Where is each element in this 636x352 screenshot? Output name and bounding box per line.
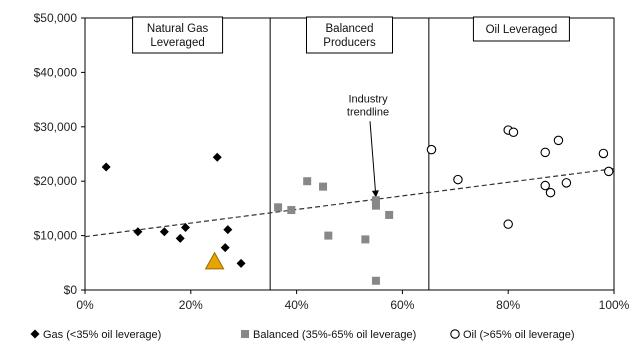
open-circle-point	[603, 166, 614, 177]
series-diamond	[101, 152, 246, 268]
open-circle-point	[426, 144, 437, 155]
square-point	[319, 182, 328, 191]
x-tick-label: 100%	[599, 298, 630, 312]
region-box	[132, 16, 224, 54]
region-label-box-2: Balanced Producers	[306, 16, 393, 54]
diamond-point	[133, 227, 143, 237]
region-label-box-3: Oil Leveraged	[472, 16, 570, 42]
legend-open-circle-icon	[450, 329, 460, 339]
legend-item: Gas (<35% oil leverage)	[30, 329, 161, 341]
open-circle-point	[503, 219, 513, 229]
square-point	[385, 210, 394, 219]
trendline-annotation-line: Industry	[348, 93, 388, 105]
square-point	[371, 196, 380, 205]
legend-item: Oil (>65% oil leverage)	[450, 329, 575, 341]
diamond-point	[101, 162, 111, 172]
open-circle-point	[508, 127, 519, 137]
region-label-line: Oil Leveraged	[486, 24, 558, 36]
plot-area: Natural Gas Leveraged Balanced Producers Oil…	[34, 11, 630, 312]
series-open-circle	[426, 125, 614, 229]
x-tick-label: 60%	[390, 298, 414, 312]
region-label-line: Leveraged	[150, 37, 204, 49]
open-circle-point	[453, 174, 463, 185]
legend-label: Balanced (35%-65% oil leverage)	[253, 329, 416, 341]
diamond-point	[159, 227, 169, 237]
y-tick-label: $30,000	[34, 120, 78, 134]
legend: Gas (<35% oil leverage) Balanced (35%-65%…	[30, 329, 575, 341]
region-label-line: Natural Gas	[147, 23, 209, 35]
y-tick-label: $20,000	[34, 174, 78, 188]
diamond-point	[223, 225, 233, 235]
region-label-box-1: Natural Gas Leveraged	[132, 16, 224, 54]
open-circle-point	[553, 135, 564, 146]
x-tick-label: 20%	[179, 298, 203, 312]
legend-diamond-icon	[30, 329, 40, 339]
x-tick-label: 0%	[76, 298, 94, 312]
series-triangle	[204, 251, 225, 270]
annotation-arrow	[369, 121, 377, 198]
y-tick-label: $10,000	[34, 229, 78, 243]
legend-label: Gas (<35% oil leverage)	[43, 329, 161, 341]
diamond-point	[236, 258, 246, 268]
legend-label: Oil (>65% oil leverage)	[463, 329, 575, 341]
diamond-point	[220, 243, 230, 253]
x-tick-label: 40%	[285, 298, 309, 312]
plot-frame	[84, 17, 615, 291]
trendline-annotation-line: trendline	[347, 106, 389, 118]
square-point	[371, 201, 380, 210]
legend-item: Balanced (35%-65% oil leverage)	[241, 329, 416, 341]
square-point	[287, 206, 296, 215]
industry-trendline	[84, 168, 615, 238]
x-tick-label: 80%	[496, 298, 520, 312]
diamond-point	[212, 152, 222, 162]
y-tick-label: $40,000	[34, 65, 78, 79]
square-point	[324, 231, 333, 240]
legend-square-icon	[241, 330, 249, 338]
series-square	[274, 177, 394, 285]
region-label-line: Balanced	[326, 23, 374, 35]
open-circle-point	[545, 187, 556, 198]
annotation-arrowhead	[371, 190, 379, 198]
square-point	[361, 235, 370, 244]
square-point	[274, 203, 283, 212]
open-circle-point	[561, 178, 572, 188]
region-label-line: Producers	[323, 37, 376, 49]
region-box	[306, 16, 393, 54]
y-tick-label: $0	[64, 283, 78, 297]
triangle-point	[204, 251, 225, 270]
diamond-point	[181, 222, 191, 232]
region-box	[472, 16, 570, 42]
square-point	[371, 276, 380, 285]
diamond-point	[175, 233, 185, 243]
open-circle-point	[540, 180, 550, 191]
y-tick-label: $50,000	[34, 11, 78, 25]
open-circle-point	[540, 147, 550, 158]
square-point	[303, 177, 312, 186]
open-circle-point	[598, 148, 609, 159]
